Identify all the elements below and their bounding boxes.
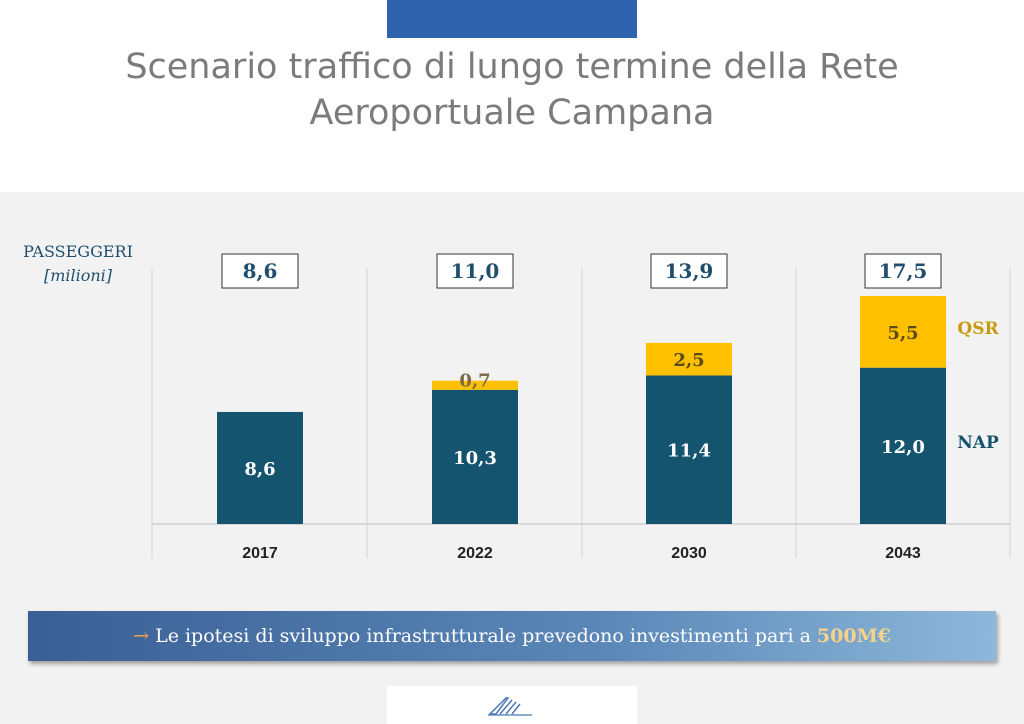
x-tick-label: 2043 — [885, 545, 921, 562]
logo-area — [387, 686, 637, 724]
data-label-qsr: 0,7 — [459, 371, 490, 392]
x-tick-label: 2022 — [457, 545, 493, 562]
data-label-nap: 10,3 — [453, 448, 497, 469]
arrow-icon: → — [133, 625, 150, 647]
y-unit-label: PASSEGGERI [milioni] — [12, 240, 144, 288]
x-tick-label: 2030 — [671, 545, 707, 562]
data-label-nap: 12,0 — [881, 437, 925, 458]
total-label: 13,9 — [665, 259, 714, 283]
bar-qsr — [646, 342, 732, 376]
data-label-nap: 8,6 — [244, 459, 275, 480]
bar-qsr — [860, 296, 946, 368]
investment-banner: → Le ipotesi di sviluppo infrastruttural… — [28, 611, 996, 661]
data-label-nap: 11,4 — [667, 441, 711, 462]
total-box — [436, 253, 514, 289]
legend-qsr: QSR — [957, 319, 999, 339]
total-label: 11,0 — [451, 259, 500, 283]
title-line-2: Aeroportuale Campana — [309, 93, 715, 133]
bar-nap — [646, 375, 732, 524]
x-tick-label: 2017 — [242, 545, 278, 562]
banner-text: Le ipotesi di sviluppo infrastrutturale … — [155, 625, 811, 647]
total-box — [650, 253, 728, 289]
total-label: 8,6 — [243, 259, 278, 283]
top-accent-bar — [387, 0, 637, 38]
total-box — [864, 253, 942, 289]
legend-nap: NAP — [957, 433, 999, 453]
bar-nap — [217, 411, 303, 524]
bar-nap — [860, 367, 946, 524]
total-box — [221, 253, 299, 289]
total-label: 17,5 — [879, 259, 928, 283]
bar-nap — [432, 389, 518, 524]
stacked-bar-chart: 8,6 8,6 2017 10,3 0,7 11,0 2022 11,4 2,5 13,9 2030… — [151, 253, 1011, 562]
data-label-qsr: 5,5 — [887, 323, 918, 344]
title-line-1: Scenario traffico di lungo termine della… — [125, 47, 899, 87]
page-title: Scenario traffico di lungo termine della… — [0, 44, 1024, 136]
airport-logo-icon — [488, 697, 532, 716]
unit-sub: [milioni] — [43, 266, 113, 285]
banner-amount: 500M€ — [816, 625, 891, 647]
unit-main: PASSEGGERI — [23, 242, 133, 261]
data-label-qsr: 2,5 — [673, 350, 704, 371]
bar-qsr — [432, 380, 518, 390]
